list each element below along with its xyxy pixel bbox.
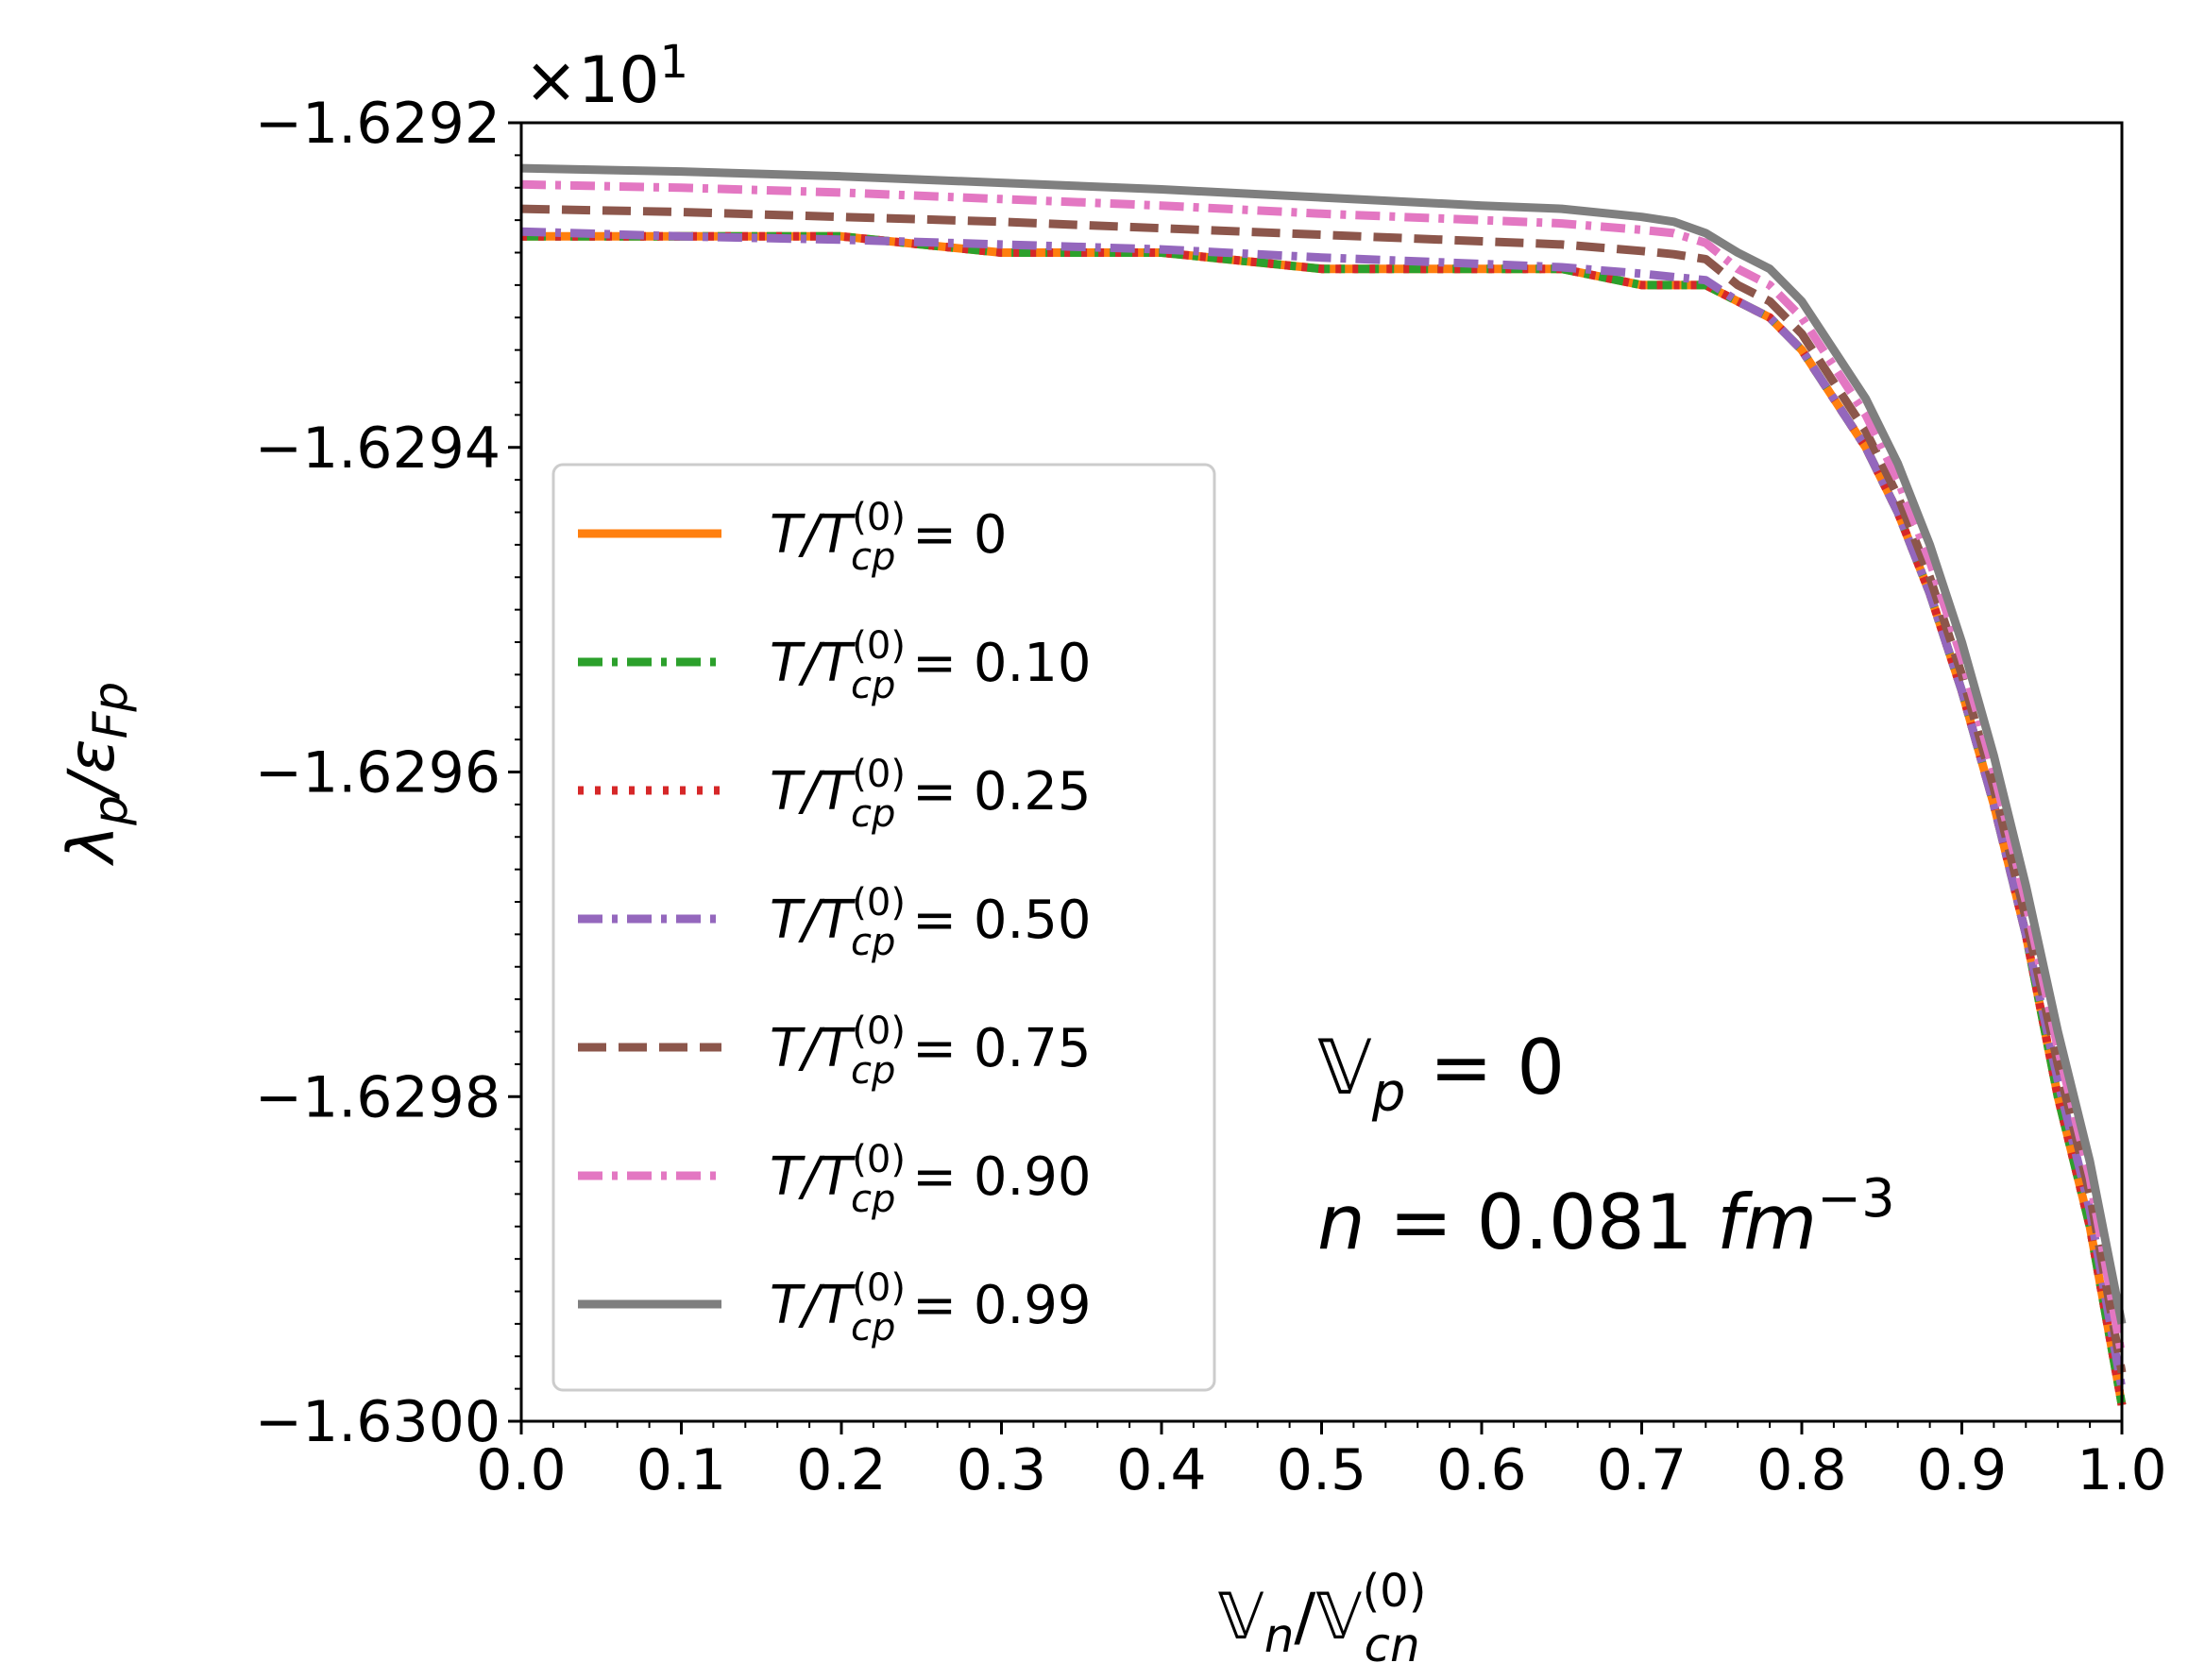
y-tick-label: −1.6292 <box>255 91 500 157</box>
x-tick-label: 0.1 <box>636 1437 726 1503</box>
x-tick-label: 0.9 <box>1917 1437 2007 1503</box>
legend-entries: T/T(0) cp = 0 T/T(0) cp = 0.10 T/T(0) cp = 0.… <box>578 496 1092 1349</box>
annotation-density: n = 0.081 fm−3 <box>1317 1168 1895 1266</box>
x-tick-label: 0.6 <box>1436 1437 1526 1503</box>
x-axis-ticks: 0.0 0.1 0.2 0.3 0.4 0.5 0.6 0.7 0.8 0.9 1.0 <box>476 1421 2167 1503</box>
legend-label-3: T/T(0) cp = 0.50 <box>770 881 1092 964</box>
x-tick-label: 0.3 <box>957 1437 1046 1503</box>
series-layer <box>520 163 2127 1406</box>
x-tick-label: 0.0 <box>476 1437 566 1503</box>
x-tick-label: 0.7 <box>1597 1437 1687 1503</box>
series-line-4 <box>520 204 2127 1374</box>
x-tick-label: 1.0 <box>2077 1437 2166 1503</box>
legend-label-5: T/T(0) cp = 0.90 <box>770 1138 1092 1221</box>
annotation-vp: 𝕍p = 0 <box>1317 1024 1565 1124</box>
y-axis-ticks: −1.6292 −1.6294 −1.6296 −1.6298 −1.6300 <box>255 91 521 1455</box>
legend-label-1: T/T(0) cp = 0.10 <box>770 624 1092 707</box>
y-tick-label: −1.6300 <box>255 1389 500 1455</box>
legend-box <box>551 463 1216 1392</box>
y-tick-label: −1.6294 <box>255 416 500 482</box>
y-axis-label: λp/εFp <box>55 682 138 866</box>
legend: T/T(0) cp = 0 T/T(0) cp = 0.10 T/T(0) cp = 0.… <box>551 463 1216 1392</box>
legend-label-4: T/T(0) cp = 0.75 <box>770 1010 1092 1093</box>
legend-label-0: T/T(0) cp = 0 <box>770 496 1008 579</box>
legend-label-2: T/T(0) cp = 0.25 <box>770 753 1092 836</box>
series-line-6 <box>520 163 2127 1325</box>
y-tick-label: −1.6296 <box>255 740 500 806</box>
x-axis-label: 𝕍n/𝕍(0) cn <box>1218 1565 1427 1672</box>
x-tick-label: 0.2 <box>796 1437 886 1503</box>
y-offset-text: ×101 <box>524 36 688 118</box>
x-tick-label: 0.5 <box>1277 1437 1366 1503</box>
x-tick-label: 0.4 <box>1116 1437 1206 1503</box>
y-tick-label: −1.6298 <box>255 1064 500 1130</box>
legend-label-6: T/T(0) cp = 0.99 <box>770 1266 1092 1349</box>
x-tick-label: 0.8 <box>1756 1437 1846 1503</box>
